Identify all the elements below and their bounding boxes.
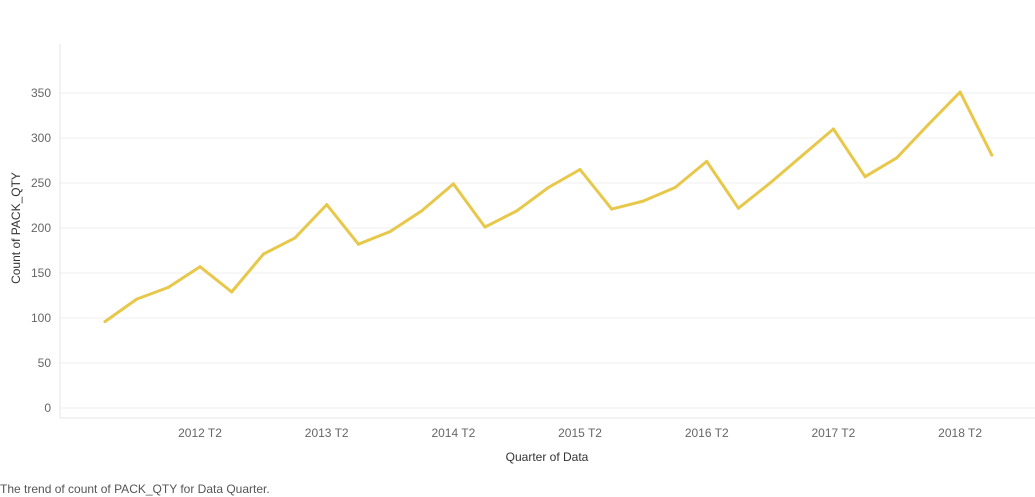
data-point[interactable] bbox=[420, 209, 424, 213]
y-tick-label: 250 bbox=[31, 176, 51, 190]
y-tick-label: 150 bbox=[31, 266, 51, 280]
x-tick-label: 2014 T2 bbox=[431, 426, 475, 440]
data-point[interactable] bbox=[103, 320, 107, 324]
y-axis-title: Count of PACK_QTY bbox=[9, 172, 23, 284]
x-axis-title: Quarter of Data bbox=[506, 450, 589, 464]
data-point[interactable] bbox=[610, 207, 614, 211]
series-layer bbox=[103, 90, 994, 324]
x-tick-label: 2016 T2 bbox=[685, 426, 729, 440]
data-point[interactable] bbox=[958, 90, 962, 94]
data-point[interactable] bbox=[673, 186, 677, 189]
data-point[interactable] bbox=[768, 181, 772, 185]
data-point[interactable] bbox=[325, 203, 329, 207]
data-point[interactable] bbox=[546, 186, 550, 189]
y-tick-label: 0 bbox=[44, 401, 51, 415]
data-point[interactable] bbox=[451, 182, 455, 186]
x-tick-label: 2015 T2 bbox=[558, 426, 602, 440]
data-point[interactable] bbox=[483, 225, 487, 229]
data-point[interactable] bbox=[230, 290, 234, 294]
data-point[interactable] bbox=[166, 285, 170, 289]
data-point[interactable] bbox=[800, 154, 804, 158]
data-point[interactable] bbox=[261, 252, 265, 256]
data-point[interactable] bbox=[831, 127, 835, 131]
y-tick-label: 100 bbox=[31, 311, 51, 325]
data-point[interactable] bbox=[515, 209, 519, 213]
data-point[interactable] bbox=[990, 153, 994, 157]
data-point[interactable] bbox=[863, 175, 867, 179]
data-point[interactable] bbox=[926, 123, 930, 126]
y-tick-label: 350 bbox=[31, 86, 51, 100]
data-point[interactable] bbox=[356, 242, 360, 246]
data-point[interactable] bbox=[198, 265, 202, 269]
y-axis-ticks: 0 50 100 150 200 250 300 350 bbox=[31, 86, 51, 415]
gridlines bbox=[59, 44, 1035, 419]
series-line bbox=[103, 90, 994, 324]
data-point[interactable] bbox=[736, 206, 740, 210]
x-tick-label: 2017 T2 bbox=[811, 426, 855, 440]
data-point[interactable] bbox=[895, 156, 899, 160]
line-chart: 0 50 100 150 200 250 300 350 2012 T2 2013 T2 2014… bbox=[9, 44, 1035, 464]
x-axis-ticks: 2012 T2 2013 T2 2014 T2 2015 T2 2016 T2 2017 … bbox=[178, 426, 982, 440]
y-tick-label: 300 bbox=[31, 131, 51, 145]
data-point[interactable] bbox=[641, 199, 645, 203]
chart-caption: The trend of count of PACK_QTY for Data … bbox=[0, 482, 270, 496]
y-tick-label: 200 bbox=[31, 221, 51, 235]
data-point[interactable] bbox=[135, 297, 139, 301]
x-tick-label: 2012 T2 bbox=[178, 426, 222, 440]
data-point[interactable] bbox=[578, 168, 582, 171]
data-point[interactable] bbox=[388, 230, 392, 234]
data-point[interactable] bbox=[293, 236, 297, 240]
x-tick-label: 2018 T2 bbox=[938, 426, 982, 440]
x-tick-label: 2013 T2 bbox=[305, 426, 349, 440]
data-point[interactable] bbox=[705, 159, 709, 163]
y-tick-label: 50 bbox=[38, 356, 52, 370]
